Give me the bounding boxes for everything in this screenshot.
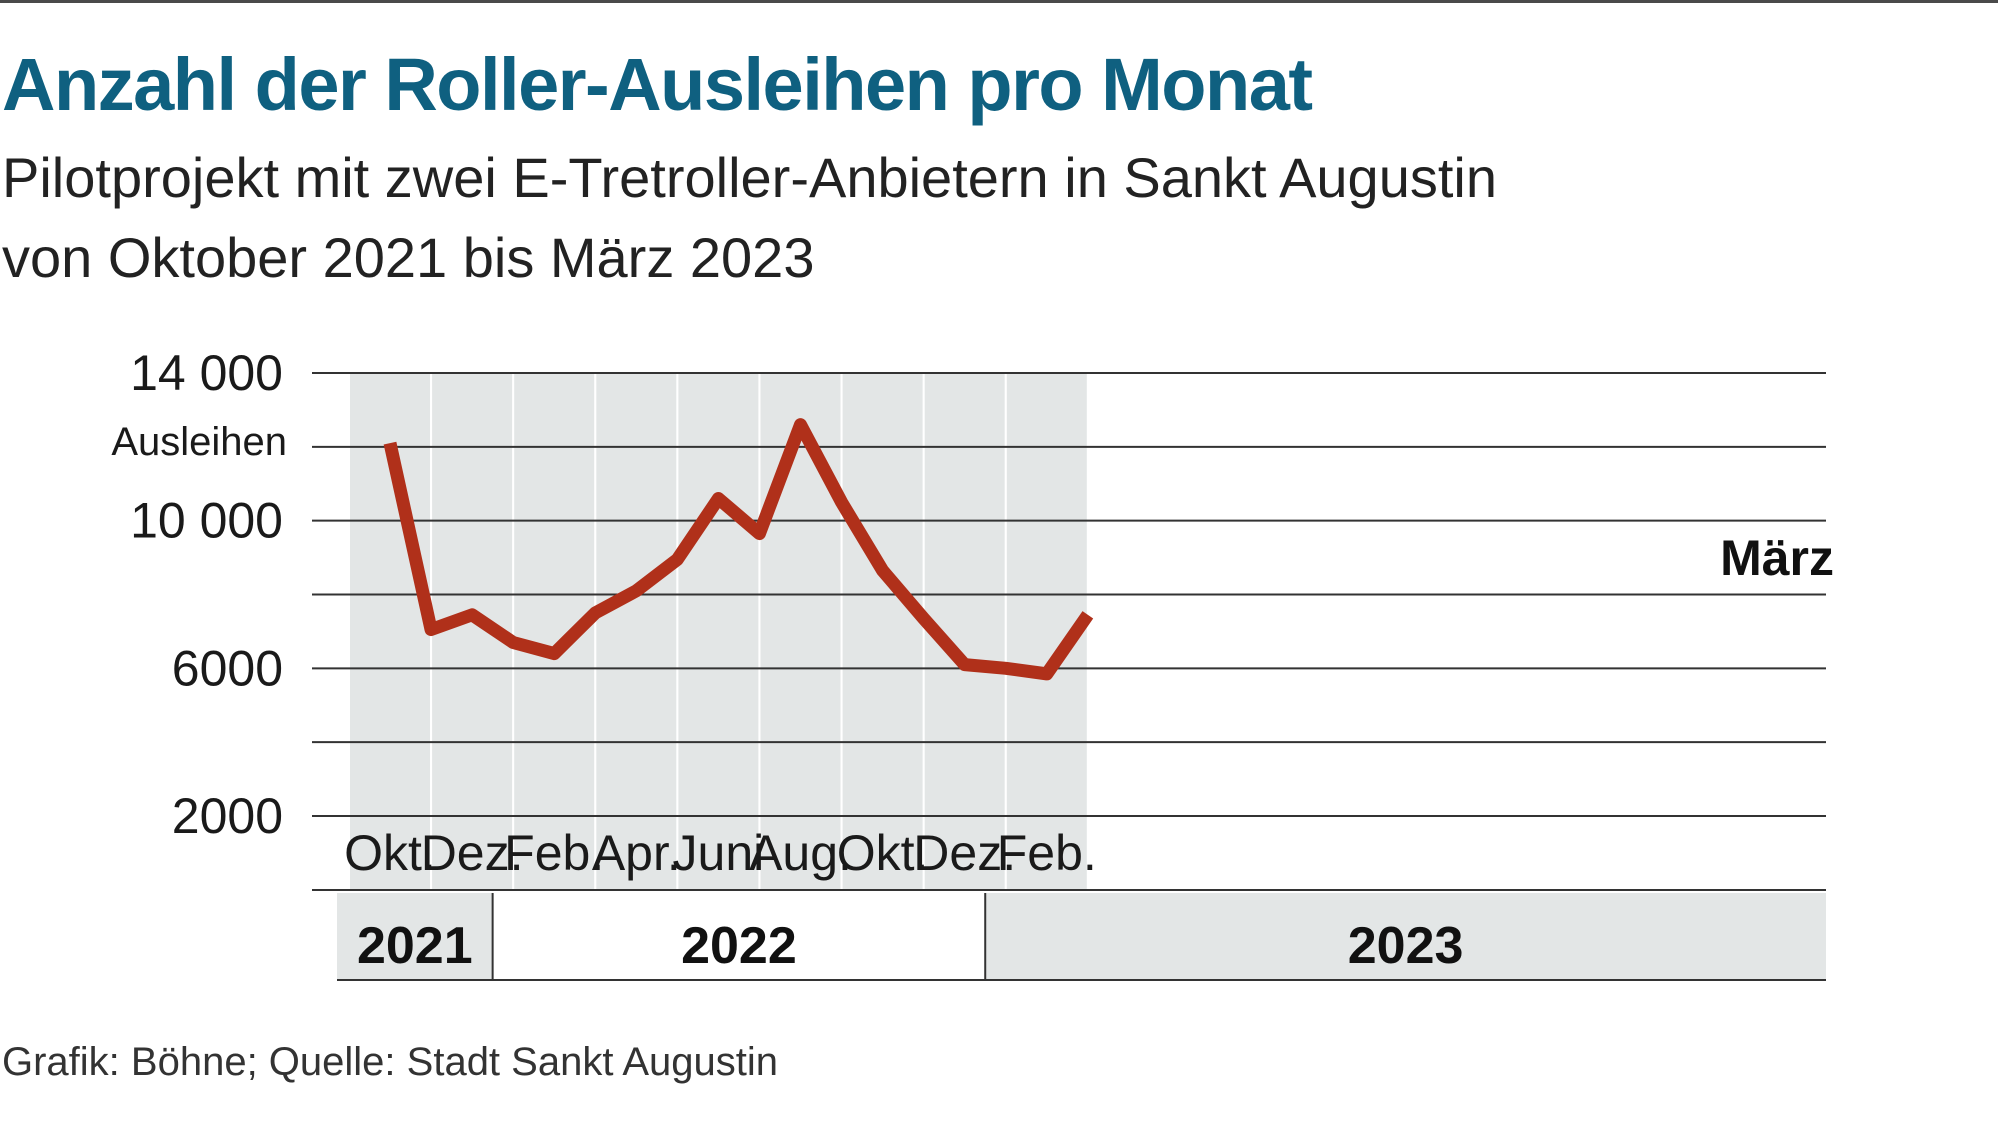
- year-label: 2022: [681, 917, 797, 975]
- source-note: Grafik: Böhne; Quelle: Stadt Sankt Augus…: [2, 1040, 779, 1084]
- y-tick-label: 10 000: [130, 493, 283, 549]
- year-label: 2023: [1348, 917, 1464, 975]
- chart-subtitle-line-1: Pilotprojekt mit zwei E-Tretroller-Anbie…: [2, 146, 1497, 209]
- y-tick-label: 6000: [172, 640, 283, 696]
- x-tick-label: Aug.: [749, 825, 852, 881]
- x-tick-label: Feb.: [504, 825, 604, 881]
- march-annotation: März: [1720, 530, 1834, 586]
- month-stripe: [760, 373, 841, 890]
- top-rule: [0, 0, 1998, 3]
- series-line: [383, 418, 1094, 681]
- x-tick-label: Dez.: [913, 825, 1016, 881]
- chart-title: Anzahl der Roller-Ausleihen pro Monat: [2, 43, 1313, 126]
- x-tick-label: Okt.: [344, 825, 436, 881]
- x-tick-label: Feb.: [997, 825, 1097, 881]
- year-band: [337, 893, 493, 980]
- year-band: [985, 893, 1826, 980]
- month-stripe: [842, 373, 923, 890]
- x-tick-label: Okt.: [837, 825, 929, 881]
- y-axis-unit-label: Ausleihen: [111, 420, 287, 464]
- x-tick-label: Dez.: [421, 825, 524, 881]
- x-tick-label: Juni: [673, 825, 765, 881]
- month-stripe: [596, 373, 677, 890]
- month-stripe: [678, 373, 759, 890]
- y-tick-label: 14 000: [130, 345, 283, 401]
- x-tick-label: Apr.: [592, 825, 681, 881]
- year-label: 2021: [357, 917, 473, 975]
- chart-subtitle-line-2: von Oktober 2021 bis März 2023: [2, 226, 815, 289]
- y-tick-label: 2000: [172, 788, 283, 844]
